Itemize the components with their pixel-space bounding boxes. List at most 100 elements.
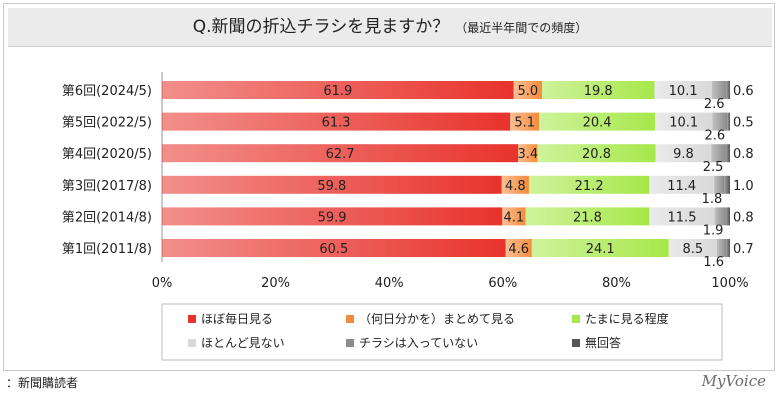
bar-segment: [537, 144, 656, 163]
data-label: 10.1: [669, 84, 698, 99]
category-label: 第4回(2020/5): [62, 147, 152, 162]
data-label: 1.0: [733, 179, 754, 194]
bar-segment: [525, 207, 650, 226]
data-label: 2.6: [704, 97, 725, 112]
footer-note: ：新聞購読者: [6, 376, 79, 390]
legend-swatch: [346, 339, 354, 347]
bar-segment: [654, 81, 712, 99]
bar-segment: [649, 207, 715, 226]
data-label: 0.6: [733, 84, 754, 99]
bar-segment: [724, 175, 730, 194]
bar-segment: [711, 81, 727, 99]
data-label: 1.6: [703, 255, 724, 270]
category-label: 第2回(2014/8): [62, 210, 152, 225]
data-label: 59.8: [317, 179, 346, 194]
data-label: 20.8: [582, 147, 611, 162]
legend-label: チラシは入っていない: [359, 336, 478, 350]
data-label: 19.8: [584, 84, 613, 99]
category-label: 第6回(2024/5): [62, 84, 152, 99]
x-tick-label: 20%: [261, 276, 290, 291]
chart-subtitle: （最近半年間での頻度）: [455, 21, 588, 35]
bar-segment: [668, 239, 717, 257]
data-label: 20.4: [583, 116, 612, 131]
data-label: 3.4: [517, 147, 538, 162]
data-label: 0.5: [733, 116, 754, 131]
data-label: 11.4: [667, 179, 696, 194]
data-label: 24.1: [586, 242, 615, 257]
bar-segment: [531, 239, 669, 257]
data-label: 5.1: [514, 116, 535, 131]
category-label: 第5回(2022/5): [62, 116, 152, 131]
x-tick-label: 100%: [711, 276, 748, 291]
bar-segment: [528, 175, 650, 194]
bar-segment: [711, 144, 726, 163]
bar-segment: [726, 239, 730, 257]
data-label: 11.5: [668, 210, 697, 225]
bar-segment: [502, 207, 526, 226]
bar-segment: [541, 81, 655, 99]
data-label: 61.3: [322, 116, 351, 131]
data-label: 8.5: [682, 242, 703, 257]
legend-label: ほとんど見ない: [201, 336, 285, 350]
bar-segment: [539, 112, 656, 131]
category-label: 第3回(2017/8): [62, 179, 152, 194]
data-label: 0.8: [733, 210, 754, 225]
legend-label: たまに見る程度: [585, 311, 669, 326]
data-label: 4.8: [505, 179, 526, 194]
bar-segment: [510, 112, 540, 131]
bar-segment: [725, 207, 730, 226]
legend-label: ほぼ毎日見る: [201, 311, 273, 326]
chart-title: Q.新聞の折込チラシを見ますか？ （最近半年間での頻度）: [8, 8, 772, 46]
legend-box: [161, 303, 723, 361]
bar-segment: [162, 81, 514, 99]
bar-segment: [513, 81, 542, 99]
bar-segment: [716, 239, 727, 257]
data-label: 4.1: [504, 210, 525, 225]
legend-swatch: [346, 315, 354, 323]
data-label: 62.7: [326, 147, 355, 162]
data-label: 4.6: [508, 242, 529, 257]
bar-segment: [655, 144, 712, 163]
bar-segment: [505, 239, 532, 257]
data-label: 21.2: [575, 179, 604, 194]
brand-logo: MyVoice: [701, 372, 766, 390]
data-label: 61.9: [323, 84, 352, 99]
data-label: 0.8: [733, 147, 754, 162]
data-label: 5.0: [517, 84, 538, 99]
data-label: 21.8: [573, 210, 602, 225]
data-label: 1.8: [702, 192, 723, 207]
bar-segment: [162, 144, 519, 163]
bar-segment: [518, 144, 538, 163]
data-label: 59.9: [318, 210, 347, 225]
x-tick-label: 60%: [488, 276, 517, 291]
bar-segment: [714, 207, 726, 226]
data-label: 2.6: [704, 129, 725, 144]
bar-segment: [162, 207, 503, 226]
legend-swatch: [188, 315, 196, 323]
data-label: 2.5: [703, 160, 724, 175]
bar-segment: [162, 175, 502, 194]
title-bar: Q.新聞の折込チラシを見ますか？ （最近半年間での頻度）: [8, 8, 772, 47]
x-tick-label: 0%: [152, 276, 173, 291]
data-label: 0.7: [733, 242, 754, 257]
data-label: 10.1: [669, 116, 698, 131]
legend-swatch: [572, 315, 580, 323]
legend-swatch: [572, 339, 580, 347]
bar-segment: [712, 112, 728, 131]
data-label: 9.8: [673, 147, 694, 162]
chart-title-main: Q.新聞の折込チラシを見ますか？: [192, 17, 450, 37]
legend-swatch: [188, 339, 196, 347]
bar-segment: [649, 175, 715, 194]
legend-label: 無回答: [585, 335, 621, 350]
bar-segment: [726, 81, 730, 99]
bar-segment: [501, 175, 529, 194]
bar-segment: [655, 112, 713, 131]
bar-segment: [714, 175, 725, 194]
data-label: 1.9: [703, 223, 724, 238]
bar-segment: [162, 239, 506, 257]
x-tick-label: 40%: [375, 276, 404, 291]
legend-label: （何日分かを）まとめて見る: [359, 312, 515, 326]
bar-segment: [725, 144, 730, 163]
bar-segment: [162, 112, 511, 131]
